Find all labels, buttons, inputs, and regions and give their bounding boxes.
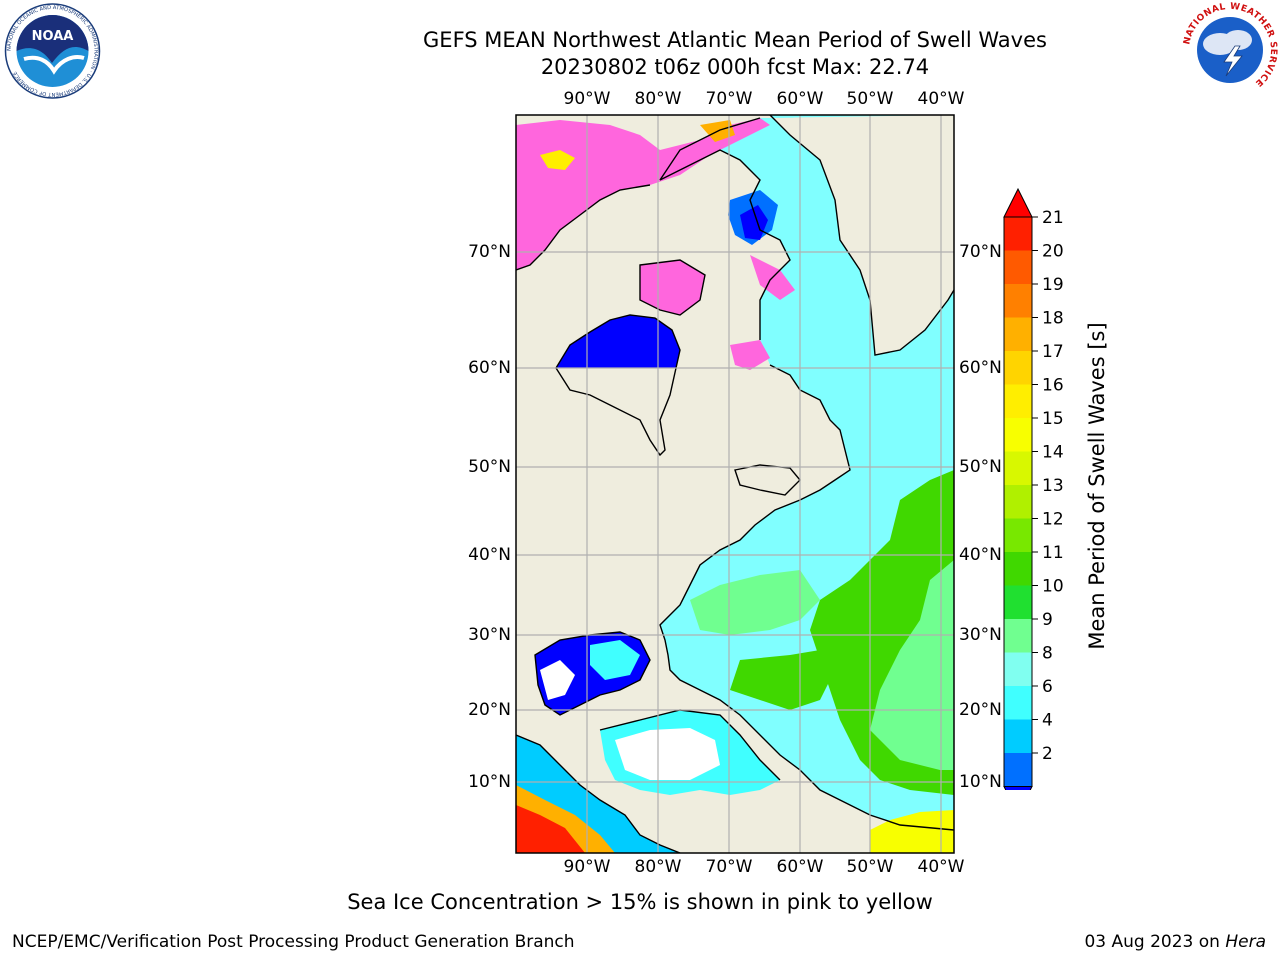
colorbar-segment	[1004, 217, 1032, 251]
colorbar-segment	[1004, 585, 1032, 620]
ocean-green-band	[690, 570, 820, 635]
colorbar-segment	[1004, 652, 1032, 687]
lon-label-bottom: 40°W	[917, 857, 965, 877]
lon-label-top: 90°W	[563, 89, 611, 109]
graticule	[516, 115, 954, 853]
colorbar-tick-label: 15	[1042, 409, 1064, 429]
lat-label-left: 60°N	[468, 358, 511, 378]
map-field	[516, 115, 954, 853]
colorbar-segment	[1004, 485, 1032, 519]
colorbar-segment	[1004, 451, 1032, 486]
colorbar-segment	[1004, 284, 1032, 318]
colorbar-segment	[1004, 250, 1032, 285]
footer-producer: NCEP/EMC/Verification Post Processing Pr…	[12, 932, 575, 952]
lon-label-top: 70°W	[705, 89, 753, 109]
sea-ice-hudson-strait	[730, 340, 770, 370]
lat-label-left: 30°N	[468, 625, 511, 645]
colorbar-tick-label: 14	[1042, 443, 1064, 463]
lat-label-right: 70°N	[959, 242, 1002, 262]
colorbar-tick-label: 10	[1042, 577, 1064, 597]
footer-host: Hera	[1225, 932, 1266, 952]
lat-label-left: 50°N	[468, 457, 511, 477]
lon-label-bottom: 80°W	[634, 857, 682, 877]
colorbar-segment	[1004, 719, 1032, 754]
lon-label-bottom: 90°W	[563, 857, 611, 877]
coastlines	[516, 115, 954, 853]
colorbar-segment	[1004, 384, 1032, 419]
colorbar-tick-label: 6	[1042, 677, 1053, 697]
lat-label-right: 60°N	[959, 358, 1002, 378]
noaa-logo: NATIONAL OCEANIC AND ATMOSPHERIC ADMINIS…	[4, 3, 101, 99]
colorbar-segment	[1004, 552, 1032, 586]
colorbar-tick-label: 12	[1042, 510, 1064, 530]
colorbar-tick-label: 4	[1042, 711, 1053, 731]
lat-label-right: 20°N	[959, 700, 1002, 720]
colorbar-segment	[1004, 418, 1032, 452]
lon-label-bottom: 60°W	[776, 857, 824, 877]
colorbar-segment	[1004, 753, 1032, 787]
colorbar-tick-label: 11	[1042, 543, 1064, 563]
lat-label-left: 20°N	[468, 700, 511, 720]
colorbar-segment	[1004, 686, 1032, 720]
lat-label-right: 10°N	[959, 772, 1002, 792]
map-title: GEFS MEAN Northwest Atlantic Mean Period…	[423, 28, 1047, 52]
gulf-white-patch	[540, 660, 575, 700]
colorbar-segment	[1004, 619, 1032, 653]
lon-label-top: 50°W	[846, 89, 894, 109]
lon-label-top: 60°W	[776, 89, 824, 109]
colorbar-segment	[1004, 518, 1032, 553]
colorbar-tick-label: 21	[1042, 208, 1064, 228]
lat-label-right: 40°N	[959, 545, 1002, 565]
lon-label-bottom: 70°W	[705, 857, 753, 877]
lon-label-bottom: 50°W	[846, 857, 894, 877]
lat-label-right: 30°N	[959, 625, 1002, 645]
colorbar-tick-label: 18	[1042, 309, 1064, 329]
colorbar-segment	[1004, 317, 1032, 352]
colorbar-label: Mean Period of Swell Waves [s]	[1085, 322, 1109, 650]
colorbar-tick-label: 8	[1042, 644, 1053, 664]
sea-ice-yellow	[540, 150, 575, 170]
colorbar-tick-label: 9	[1042, 610, 1053, 630]
map-frame	[515, 114, 955, 854]
pacific-red	[516, 805, 585, 853]
lon-label-top: 80°W	[634, 89, 682, 109]
colorbar-frame	[1003, 216, 1033, 787]
ocean-lightgreen	[870, 560, 954, 770]
colorbar-tick-label: 19	[1042, 275, 1064, 295]
caribbean-white-patch	[615, 728, 720, 780]
ocean-yellow	[870, 810, 954, 853]
lat-label-right: 50°N	[959, 457, 1002, 477]
ocean-green-central	[730, 650, 830, 710]
sea-ice-foxe	[640, 260, 705, 315]
lat-label-left: 40°N	[468, 545, 511, 565]
colorbar: 21 20 19 18 17 16 15 14 13 12 11 10 9 8 6 4 2	[1003, 187, 1064, 790]
map-subtitle: 20230802 t06z 000h fcst Max: 22.74	[540, 55, 930, 79]
colorbar-under-arrow	[1003, 786, 1033, 790]
colorbar-tick-label: 13	[1042, 476, 1064, 496]
lat-label-left: 10°N	[468, 772, 511, 792]
colorbar-segment	[1004, 351, 1032, 385]
gulf-light-patch	[590, 640, 640, 680]
footer-date: 03 Aug 2023 on Hera	[1084, 932, 1266, 952]
colorbar-tick-label: 20	[1042, 242, 1064, 262]
colorbar-tick-label: 16	[1042, 376, 1064, 396]
nws-logo: NATIONAL WEATHER SERVICE	[1182, 2, 1278, 97]
colorbar-over-arrow	[1003, 187, 1033, 218]
lat-label-left: 70°N	[468, 242, 511, 262]
colorbar-tick-label: 2	[1042, 744, 1053, 764]
noaa-logo-text: NOAA	[32, 29, 74, 44]
footer-date-text: 03 Aug 2023 on	[1084, 932, 1220, 952]
lon-label-top: 40°W	[917, 89, 965, 109]
colorbar-tick-label: 17	[1042, 342, 1064, 362]
sea-ice-caption: Sea Ice Concentration > 15% is shown in …	[347, 890, 933, 914]
